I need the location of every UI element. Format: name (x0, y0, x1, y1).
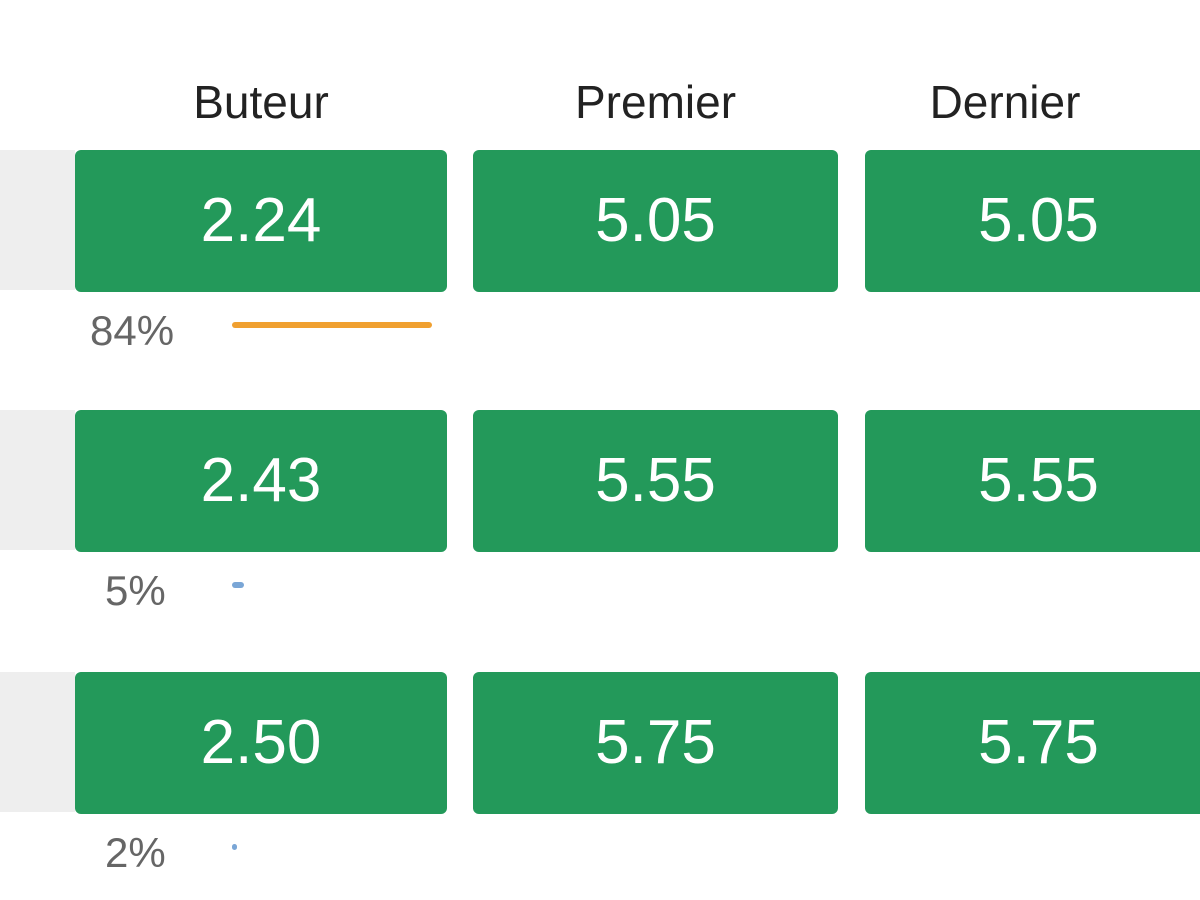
row-strip (0, 672, 75, 812)
row-strip (0, 150, 75, 290)
odds-button[interactable]: 5.75 (865, 672, 1200, 814)
odds-button[interactable]: 2.50 (75, 672, 447, 814)
odds-button[interactable]: 5.05 (865, 150, 1200, 292)
share-bar (232, 844, 237, 850)
share-bar (232, 322, 432, 328)
odds-button[interactable]: 2.24 (75, 150, 447, 292)
odds-button[interactable]: 5.75 (473, 672, 838, 814)
column-header: Premier (574, 76, 737, 128)
column-header: Dernier (929, 76, 1081, 128)
odds-button[interactable]: 5.55 (865, 410, 1200, 552)
odds-button[interactable]: 2.43 (75, 410, 447, 552)
column-header: Buteur (193, 76, 329, 128)
share-label: 5% (105, 567, 166, 614)
share-label: 84% (90, 307, 175, 354)
odds-button[interactable]: 5.05 (473, 150, 838, 292)
odds-button[interactable]: 5.55 (473, 410, 838, 552)
row-strip (0, 410, 75, 550)
share-bar (232, 582, 244, 588)
share-label: 2% (105, 829, 166, 876)
